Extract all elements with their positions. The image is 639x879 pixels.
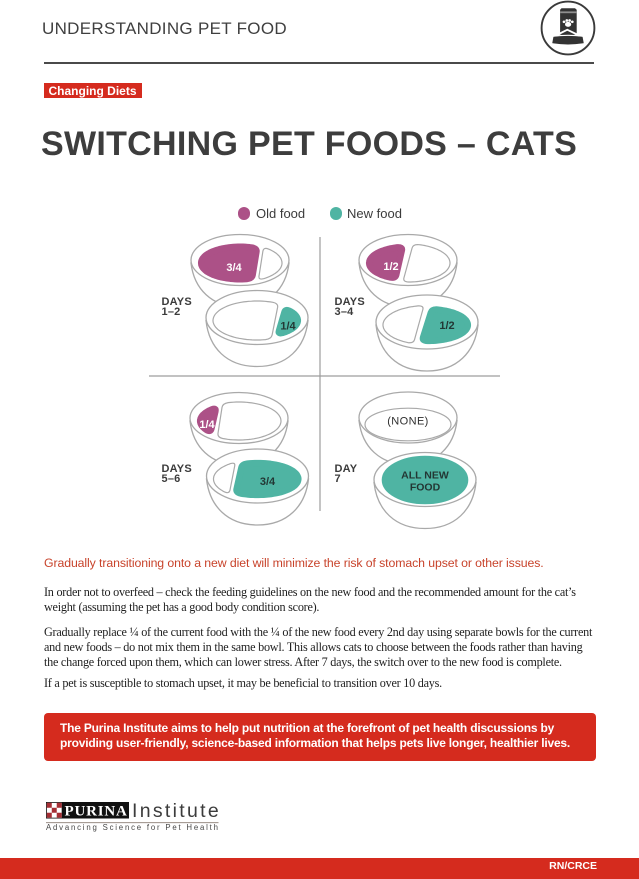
svg-text:Advancing Science for Pet Heal: Advancing Science for Pet Health [46, 823, 220, 832]
svg-text:(NONE): (NONE) [387, 416, 429, 428]
svg-text:1/2: 1/2 [383, 261, 398, 273]
svg-text:3/4: 3/4 [260, 476, 276, 488]
svg-text:ALL NEW: ALL NEW [401, 469, 449, 481]
svg-text:FOOD: FOOD [410, 482, 441, 494]
svg-text:1/4: 1/4 [280, 321, 296, 333]
svg-text:Institute: Institute [132, 800, 221, 822]
svg-text:1/4: 1/4 [199, 419, 215, 431]
svg-text:1/2: 1/2 [439, 320, 454, 332]
svg-text:3/4: 3/4 [226, 262, 242, 274]
svg-text:PURINA: PURINA [65, 803, 128, 819]
